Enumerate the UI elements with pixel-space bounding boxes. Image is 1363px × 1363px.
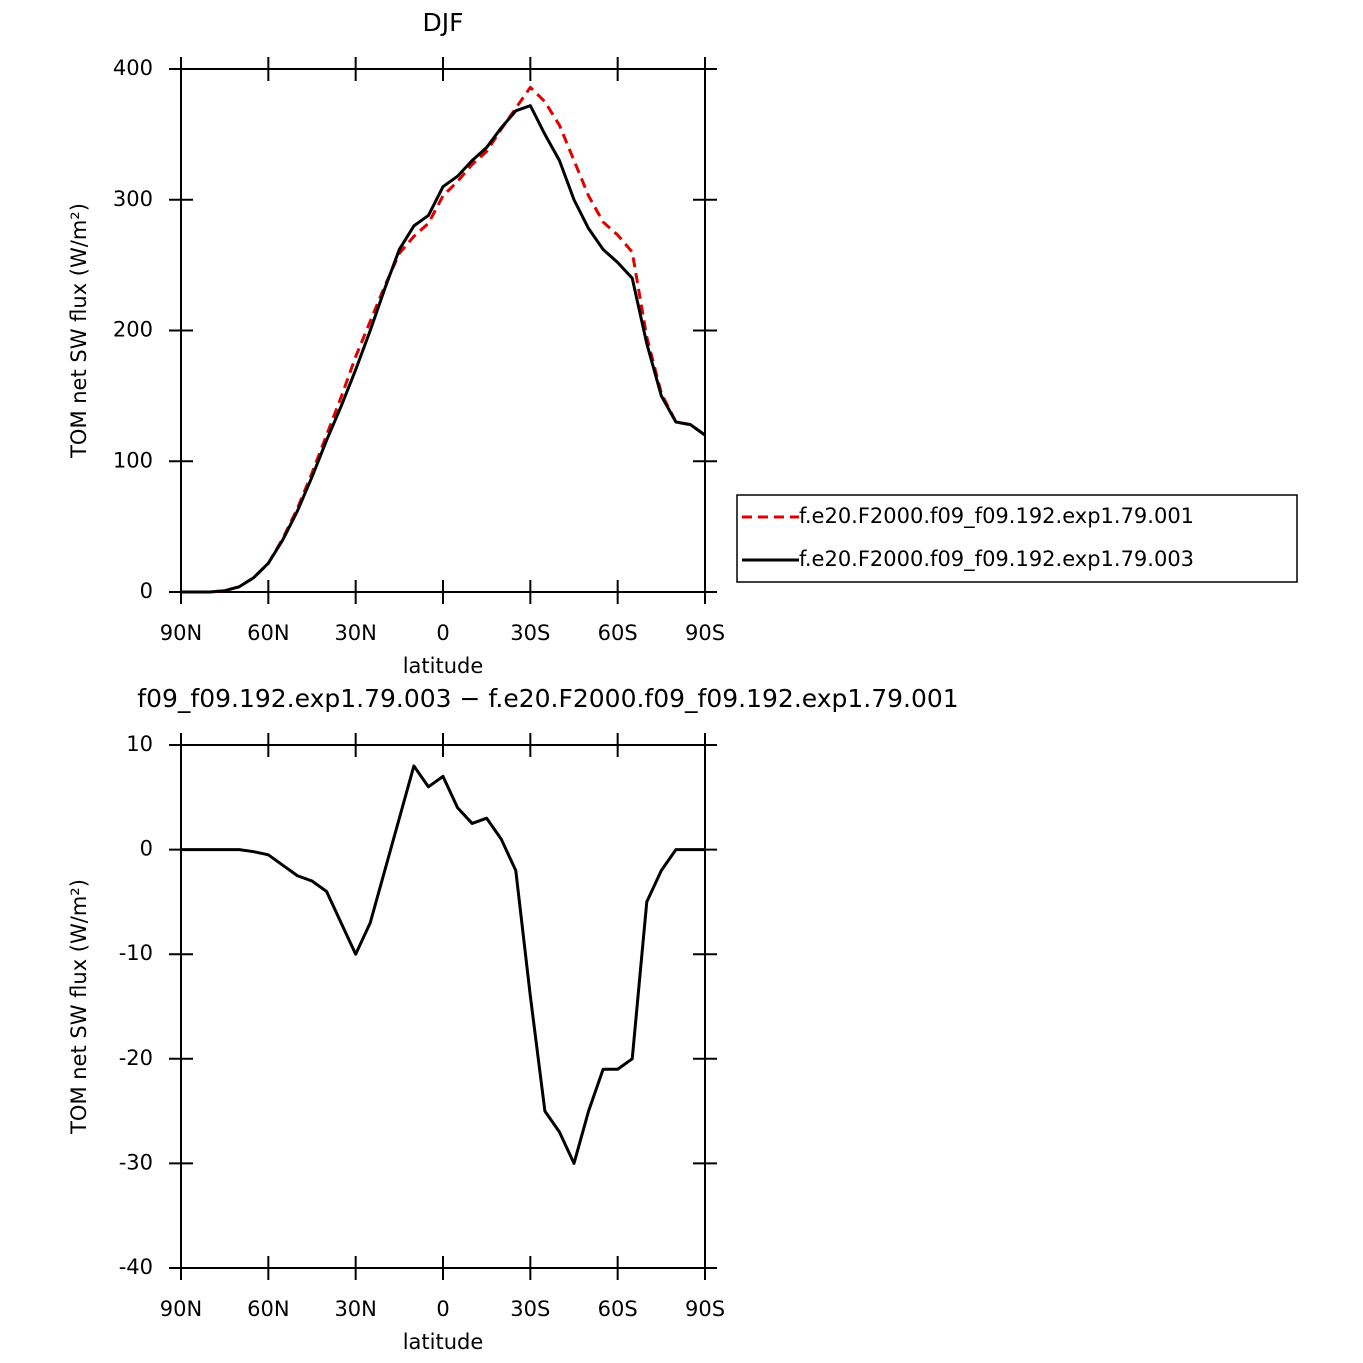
- line-series: [181, 104, 706, 594]
- x-tick-label: 90N: [160, 1297, 202, 1321]
- x-tick-label: 60S: [598, 621, 638, 645]
- line-series: [181, 764, 705, 1165]
- plot-frame: [180, 68, 706, 593]
- x-tick-label: 60N: [247, 1297, 289, 1321]
- y-tick-label: -30: [119, 1150, 153, 1174]
- chart-title: f09_f09.192.exp1.79.003 − f.e20.F2000.f0…: [137, 684, 958, 713]
- y-tick-label: -20: [119, 1046, 153, 1070]
- x-tick-label: 30N: [334, 1297, 376, 1321]
- legend-label: f.e20.F2000.f09_f09.192.exp1.79.001: [799, 504, 1194, 529]
- y-tick-label: 200: [113, 318, 153, 342]
- x-tick-label: 0: [436, 621, 449, 645]
- legend-label: f.e20.F2000.f09_f09.192.exp1.79.003: [799, 547, 1194, 572]
- y-tick-label: 400: [113, 56, 153, 80]
- y-tick-label: 0: [140, 579, 153, 603]
- plot-frame: [180, 744, 706, 1269]
- y-tick-label: 100: [113, 448, 153, 472]
- x-tick-label: 90N: [160, 621, 202, 645]
- x-tick-label: 60S: [598, 1297, 638, 1321]
- x-tick-label: 0: [436, 1297, 449, 1321]
- y-tick-label: 300: [113, 187, 153, 211]
- y-tick-label: -10: [119, 941, 153, 965]
- x-tick-label: 30S: [510, 1297, 550, 1321]
- x-tick-label: 90S: [685, 621, 725, 645]
- x-axis-label: latitude: [403, 1330, 484, 1354]
- x-tick-label: 30N: [334, 621, 376, 645]
- y-tick-label: 0: [140, 837, 153, 861]
- x-tick-label: 60N: [247, 621, 289, 645]
- x-tick-label: 90S: [685, 1297, 725, 1321]
- y-axis-label: TOM net SW flux (W/m²): [67, 879, 91, 1135]
- legend-box: [736, 494, 1298, 583]
- y-tick-label: 10: [126, 732, 153, 756]
- x-axis-label: latitude: [403, 654, 484, 678]
- chart-title: DJF: [422, 8, 463, 37]
- y-tick-label: -40: [119, 1255, 153, 1279]
- line-series: [181, 85, 706, 594]
- x-tick-label: 30S: [510, 621, 550, 645]
- y-axis-label: TOM net SW flux (W/m²): [67, 203, 91, 459]
